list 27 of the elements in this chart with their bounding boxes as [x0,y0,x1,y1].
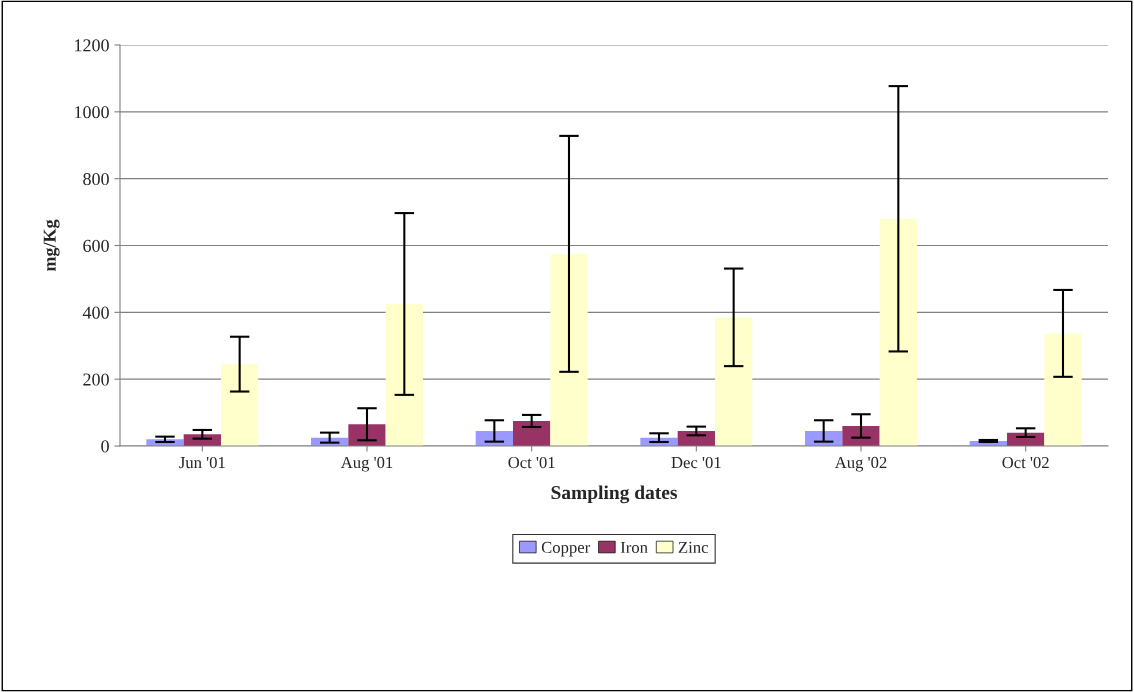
bar [513,420,551,446]
x-tick-label: Jun '01 [179,456,225,469]
bar [1044,333,1082,446]
y-tick-label: 1000 [75,106,109,119]
x-tick-label: Oct '02 [1002,456,1049,469]
bar [348,424,386,446]
y-tick-label: 400 [82,306,109,319]
bar [221,364,259,446]
y-axis-title: mg/Kg [43,219,60,272]
y-tick-label: 200 [83,373,109,386]
y-tick-label: 1200 [75,39,109,52]
y-tick-label: 600 [83,239,109,252]
x-axis-title: Sampling dates [551,485,678,504]
bar [385,303,423,446]
x-tick-label: Dec '01 [671,456,721,469]
legend-label: Copper [541,541,591,557]
legend-label: Zinc [678,541,709,554]
bar [879,218,917,446]
x-tick-label: Oct '01 [508,456,555,469]
y-tick-label: 0 [101,440,109,453]
y-tick-label: 800 [83,172,109,186]
legend-label: Iron [620,541,648,554]
bar [715,317,753,446]
bar [550,253,588,446]
x-tick-label: Aug '02 [834,456,887,472]
x-tick-label: Aug '01 [340,456,393,472]
bar [842,425,880,446]
